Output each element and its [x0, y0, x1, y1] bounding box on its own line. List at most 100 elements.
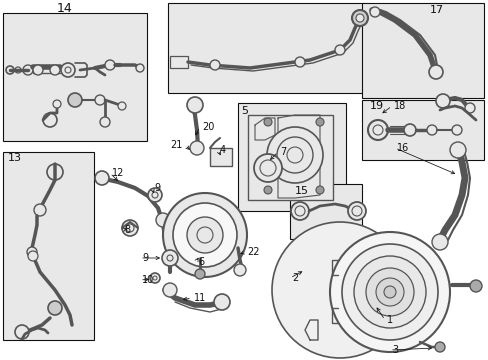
Circle shape	[449, 142, 465, 158]
Circle shape	[286, 147, 303, 163]
Circle shape	[68, 93, 82, 107]
Circle shape	[118, 102, 126, 110]
Bar	[238, 103, 346, 211]
Circle shape	[156, 213, 170, 227]
Circle shape	[43, 113, 57, 127]
Bar	[361, 100, 483, 160]
Bar	[3, 13, 147, 141]
Text: 15: 15	[294, 186, 308, 196]
Text: 19: 19	[369, 101, 384, 111]
Text: 16: 16	[396, 143, 408, 153]
Circle shape	[197, 227, 213, 243]
Circle shape	[315, 186, 324, 194]
Bar	[247, 115, 332, 200]
Circle shape	[435, 94, 449, 108]
Circle shape	[163, 283, 177, 297]
Circle shape	[369, 7, 379, 17]
Bar	[168, 3, 364, 93]
Circle shape	[48, 301, 62, 315]
Circle shape	[163, 193, 246, 277]
Text: 17: 17	[429, 5, 443, 15]
Circle shape	[464, 103, 474, 113]
Text: 2: 2	[291, 273, 298, 283]
Circle shape	[276, 137, 312, 173]
Text: 12: 12	[112, 168, 124, 178]
Circle shape	[341, 244, 437, 340]
Circle shape	[195, 269, 204, 279]
Circle shape	[190, 141, 203, 155]
Text: 4: 4	[220, 145, 225, 155]
Bar	[209, 148, 231, 166]
Circle shape	[47, 164, 63, 180]
Circle shape	[186, 97, 203, 113]
Circle shape	[253, 154, 282, 182]
Circle shape	[334, 45, 345, 55]
Bar	[170, 56, 187, 68]
Circle shape	[347, 202, 365, 220]
Bar	[361, 3, 483, 98]
Circle shape	[266, 127, 323, 183]
Circle shape	[150, 273, 160, 283]
Circle shape	[61, 63, 75, 77]
Text: 5: 5	[241, 106, 247, 116]
Circle shape	[315, 118, 324, 126]
Circle shape	[95, 95, 105, 105]
Circle shape	[403, 124, 415, 136]
Text: 22: 22	[246, 247, 259, 257]
Circle shape	[95, 171, 109, 185]
Circle shape	[33, 65, 43, 75]
Circle shape	[27, 247, 37, 257]
Circle shape	[469, 280, 481, 292]
Circle shape	[329, 232, 449, 352]
Circle shape	[451, 125, 461, 135]
Circle shape	[136, 64, 143, 72]
Circle shape	[148, 188, 162, 202]
Circle shape	[290, 202, 308, 220]
Circle shape	[186, 217, 223, 253]
Circle shape	[100, 117, 110, 127]
Circle shape	[431, 234, 447, 250]
Circle shape	[294, 57, 305, 67]
Circle shape	[383, 286, 395, 298]
Circle shape	[209, 60, 220, 70]
Circle shape	[375, 278, 403, 306]
Bar	[3, 152, 94, 340]
Circle shape	[53, 100, 61, 108]
Text: 20: 20	[202, 122, 214, 132]
Text: 18: 18	[393, 101, 406, 111]
Circle shape	[367, 120, 387, 140]
Text: 11: 11	[194, 293, 206, 303]
Circle shape	[234, 264, 245, 276]
Circle shape	[351, 10, 367, 26]
Text: 8: 8	[124, 225, 130, 235]
Circle shape	[271, 222, 407, 358]
Text: 7: 7	[280, 147, 285, 157]
Text: 6: 6	[198, 257, 203, 267]
Circle shape	[105, 60, 115, 70]
Circle shape	[365, 268, 413, 316]
Circle shape	[428, 65, 442, 79]
Text: 21: 21	[170, 140, 183, 150]
Text: 13: 13	[8, 153, 22, 163]
Circle shape	[355, 14, 363, 22]
Circle shape	[434, 342, 444, 352]
Text: 10: 10	[142, 275, 154, 285]
Circle shape	[34, 204, 46, 216]
Text: 9: 9	[142, 253, 148, 263]
Text: 1: 1	[386, 315, 392, 325]
Circle shape	[28, 251, 38, 261]
Circle shape	[15, 325, 29, 339]
Circle shape	[264, 186, 271, 194]
Text: 3: 3	[391, 345, 397, 355]
Circle shape	[353, 256, 425, 328]
Circle shape	[173, 203, 237, 267]
Circle shape	[264, 118, 271, 126]
Text: 9: 9	[154, 183, 160, 193]
Circle shape	[122, 220, 138, 236]
Bar	[289, 184, 361, 239]
Circle shape	[214, 294, 229, 310]
Text: 14: 14	[57, 2, 73, 15]
Circle shape	[426, 125, 436, 135]
Circle shape	[50, 65, 60, 75]
Circle shape	[162, 250, 178, 266]
